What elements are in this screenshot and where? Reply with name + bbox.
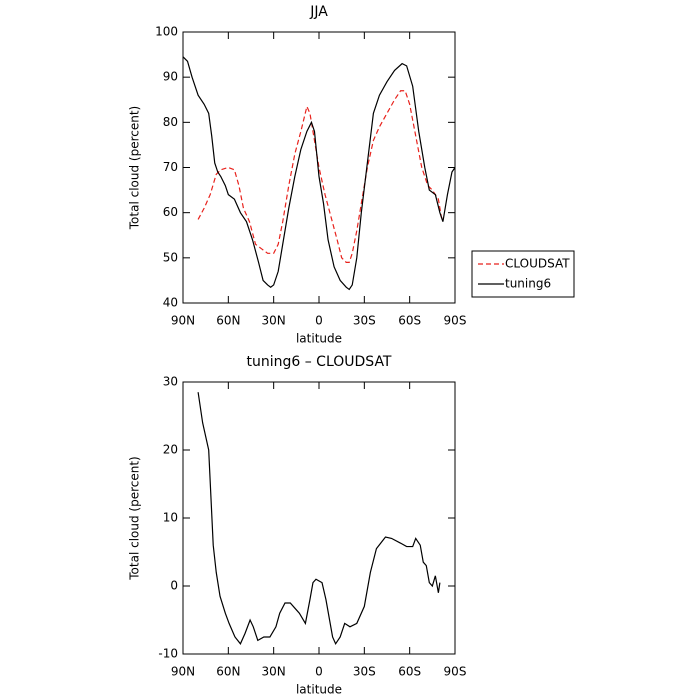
plot-frame [182, 381, 456, 655]
x-axis-label: latitude [296, 332, 342, 346]
y-tick-label: 100 [155, 25, 178, 39]
y-axis-label: Total cloud (percent) [128, 106, 142, 230]
chart-title: tuning6 – CLOUDSAT [246, 354, 391, 370]
y-tick-label: 70 [163, 160, 178, 174]
x-tick-label: 90N [171, 665, 195, 679]
plot-frame [182, 31, 456, 304]
x-tick-label: 60S [398, 665, 421, 679]
data-line [182, 56, 456, 291]
x-tick-label: 30S [353, 314, 376, 328]
data-line [197, 392, 441, 646]
y-tick-label: 60 [163, 205, 178, 219]
x-tick-label: 30N [262, 314, 286, 328]
x-tick-label: 0 [315, 665, 323, 679]
x-tick-label: 90S [444, 314, 467, 328]
x-tick-label: 60S [398, 314, 421, 328]
y-tick-label: 30 [163, 375, 178, 389]
x-tick-label: 90N [171, 314, 195, 328]
y-axis-label: Total cloud (percent) [128, 456, 142, 580]
data-line [197, 90, 444, 263]
legend-label: CLOUDSAT [505, 257, 570, 271]
x-tick-label: 0 [315, 314, 323, 328]
legend-label: tuning6 [505, 277, 551, 291]
y-tick-label: 0 [170, 579, 178, 593]
x-tick-label: 60N [216, 314, 240, 328]
x-axis-label: latitude [296, 683, 342, 697]
y-tick-label: 50 [163, 250, 178, 264]
chart-title: JJA [309, 4, 328, 20]
y-tick-label: 10 [163, 511, 178, 525]
x-tick-label: 30N [262, 665, 286, 679]
x-tick-label: 90S [444, 665, 467, 679]
y-tick-label: -10 [158, 647, 178, 661]
y-tick-label: 90 [163, 70, 178, 84]
legend-box [471, 250, 575, 298]
x-tick-label: 30S [353, 665, 376, 679]
y-tick-label: 20 [163, 443, 178, 457]
y-tick-label: 40 [163, 296, 178, 310]
y-tick-label: 80 [163, 115, 178, 129]
x-tick-label: 60N [216, 665, 240, 679]
